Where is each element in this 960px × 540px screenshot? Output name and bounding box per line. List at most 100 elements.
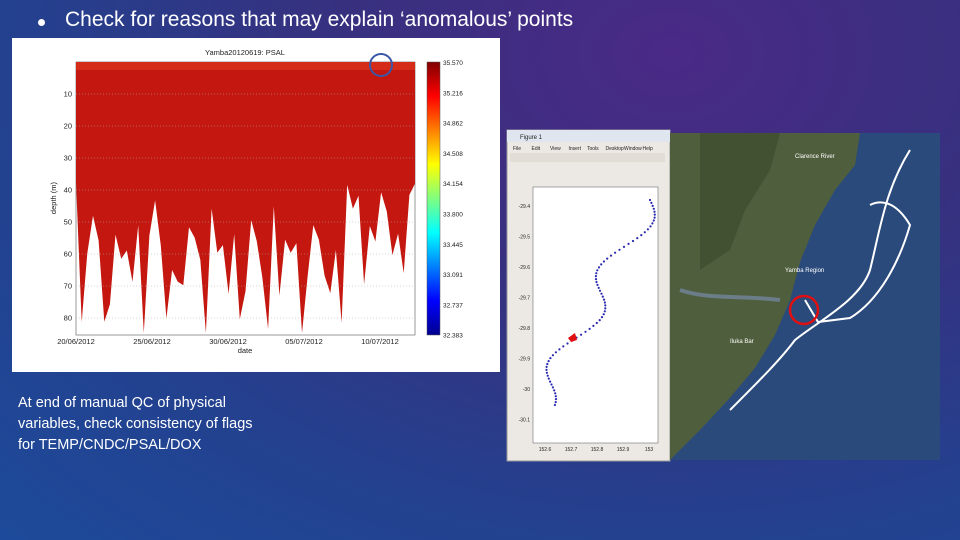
menu-item: File [513, 146, 521, 152]
track-point [596, 283, 599, 286]
track-point [549, 380, 552, 383]
track-point [653, 213, 656, 216]
x-tick-label: 152.6 [539, 447, 552, 453]
track-point [562, 345, 565, 348]
track-point [653, 216, 656, 219]
bullet [38, 19, 45, 26]
y-tick-label: 20 [64, 122, 72, 131]
colorbar-label: 34.508 [443, 151, 463, 158]
track-point [636, 237, 639, 240]
colorbar-label: 32.383 [443, 333, 463, 340]
track-point [545, 371, 549, 374]
track-point [547, 360, 550, 363]
track-point [603, 301, 607, 304]
track-point [622, 245, 626, 248]
track-point [609, 254, 613, 257]
menu-item: Edit [532, 146, 541, 152]
track-point [643, 231, 646, 234]
colorbar-label: 32.737 [443, 302, 463, 309]
land-shade [700, 133, 780, 270]
colorbar-label: 33.800 [443, 212, 463, 219]
track-point [600, 292, 603, 295]
track-point [600, 316, 604, 319]
track-point [650, 201, 653, 204]
colorbar-label: 35.570 [443, 60, 463, 67]
menu-item: Insert [569, 146, 582, 152]
window-titlebar [507, 130, 670, 142]
x-tick-label: 152.9 [617, 447, 630, 453]
track-axes [532, 186, 659, 444]
track-point [592, 324, 595, 327]
x-tick-label: 152.8 [591, 447, 604, 453]
track-point [598, 319, 601, 322]
toolbar [510, 153, 665, 162]
track-point [594, 278, 598, 281]
track-point [546, 362, 549, 366]
map-label: Yamba Region [785, 268, 824, 274]
plot-title: Yamba20120619: PSAL [205, 48, 285, 57]
track-point [584, 330, 587, 333]
track-point [546, 374, 549, 377]
track-point [580, 333, 583, 336]
x-tick-label: 25/06/2012 [133, 337, 171, 346]
track-point [640, 234, 643, 237]
x-tick-label: 10/07/2012 [361, 337, 399, 346]
y-tick-label: -29.4 [519, 204, 531, 210]
track-point [606, 257, 609, 260]
track-point [604, 307, 607, 310]
track-point [566, 342, 569, 345]
track-point [549, 357, 552, 360]
track-point [602, 313, 605, 316]
surface-band [76, 62, 415, 70]
y-tick-label: -30 [523, 387, 530, 393]
track-point [651, 222, 654, 225]
track-point [602, 298, 606, 301]
y-tick-label: 60 [64, 250, 72, 259]
track-point [554, 392, 557, 395]
track-point [652, 219, 655, 222]
salinity-field [76, 62, 415, 333]
track-point [598, 289, 602, 292]
y-tick-label: 80 [64, 314, 72, 323]
map-label: Clarence River [795, 154, 835, 160]
track-point [594, 275, 598, 278]
track-point [551, 354, 555, 357]
x-tick-label: 152.7 [565, 447, 578, 453]
track-point [595, 321, 598, 325]
menu-item: Help [643, 146, 654, 152]
menu-item: Window [624, 146, 642, 152]
colorbar-label: 33.091 [443, 272, 463, 279]
track-point [554, 401, 557, 404]
y-tick-label: -29.5 [519, 235, 531, 241]
track-point [554, 398, 558, 401]
heading: Check for reasons that may explain ‘anom… [65, 8, 574, 31]
anomaly-marker [568, 333, 577, 342]
x-axis-label: date [238, 346, 253, 355]
colorbar-label: 34.862 [443, 121, 463, 128]
menu-item: View [550, 146, 561, 152]
track-point [653, 210, 656, 213]
track-point [652, 207, 655, 210]
caption: At end of manual QC of physical variable… [18, 395, 253, 453]
track-point [545, 368, 548, 371]
y-tick-label: 10 [64, 90, 72, 99]
x-tick-label: 153 [645, 447, 654, 453]
track-point [554, 351, 558, 354]
x-tick-label: 20/06/2012 [57, 337, 95, 346]
y-tick-label: 70 [64, 282, 72, 291]
track-point [603, 310, 606, 313]
menu-item: Tools [587, 146, 599, 152]
track-point [588, 327, 591, 330]
track-point [551, 386, 555, 389]
track-point [545, 365, 548, 368]
track-point [631, 239, 635, 243]
y-tick-label: 40 [64, 186, 72, 195]
track-point [651, 204, 654, 207]
colorbar-label: 33.445 [443, 242, 463, 249]
track-point [597, 286, 600, 289]
track-point [553, 389, 556, 392]
track-point [600, 263, 603, 266]
x-tick-label: 30/06/2012 [209, 337, 247, 346]
